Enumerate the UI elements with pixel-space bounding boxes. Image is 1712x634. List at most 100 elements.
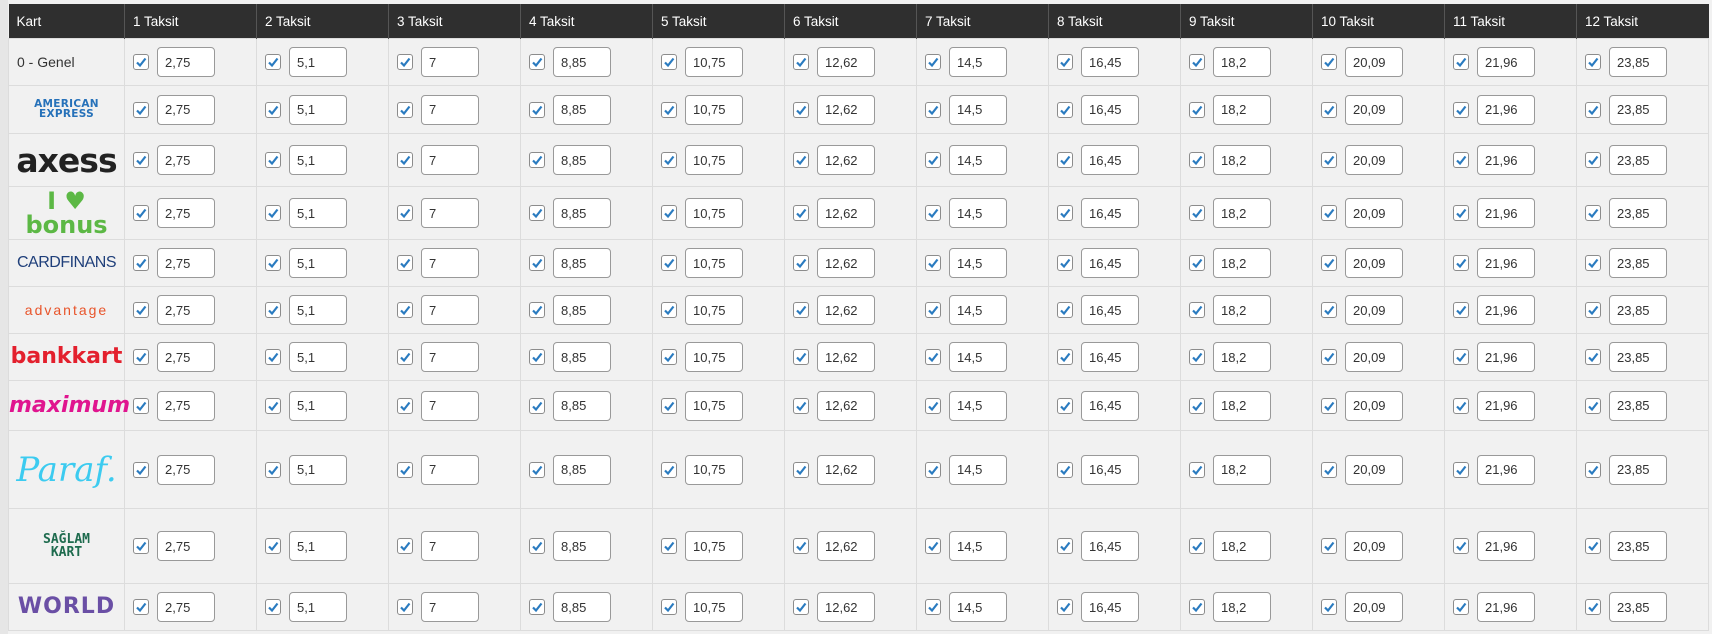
taksit-enabled-checkbox[interactable]: [793, 152, 809, 168]
taksit-rate-input[interactable]: 16,45: [1081, 454, 1139, 485]
taksit-rate-input[interactable]: 10,75: [685, 47, 743, 77]
taksit-rate-input[interactable]: 5,1: [289, 145, 347, 175]
taksit-enabled-checkbox[interactable]: [661, 397, 677, 414]
taksit-enabled-checkbox[interactable]: [1057, 152, 1073, 168]
taksit-enabled-checkbox[interactable]: [661, 349, 677, 365]
taksit-rate-input[interactable]: 7: [421, 531, 479, 561]
taksit-enabled-checkbox[interactable]: [1189, 101, 1205, 118]
taksit-enabled-checkbox[interactable]: [265, 538, 281, 554]
taksit-enabled-checkbox[interactable]: [529, 101, 545, 118]
taksit-enabled-checkbox[interactable]: [529, 255, 545, 271]
taksit-enabled-checkbox[interactable]: [1321, 255, 1337, 271]
taksit-rate-input[interactable]: 5,1: [289, 342, 347, 372]
taksit-enabled-checkbox[interactable]: [1189, 461, 1205, 478]
taksit-rate-input[interactable]: 2,75: [157, 390, 215, 421]
taksit-rate-input[interactable]: 12,62: [817, 47, 875, 77]
taksit-rate-input[interactable]: 5,1: [289, 248, 347, 278]
taksit-enabled-checkbox[interactable]: [1453, 255, 1469, 271]
taksit-enabled-checkbox[interactable]: [529, 538, 545, 554]
taksit-enabled-checkbox[interactable]: [1189, 54, 1205, 70]
taksit-enabled-checkbox[interactable]: [1321, 101, 1337, 118]
taksit-enabled-checkbox[interactable]: [1453, 152, 1469, 168]
taksit-rate-input[interactable]: 10,75: [685, 454, 743, 485]
taksit-enabled-checkbox[interactable]: [661, 255, 677, 271]
taksit-enabled-checkbox[interactable]: [661, 101, 677, 118]
taksit-rate-input[interactable]: 12,62: [817, 592, 875, 622]
taksit-enabled-checkbox[interactable]: [661, 538, 677, 554]
taksit-rate-input[interactable]: 21,96: [1477, 145, 1535, 175]
taksit-enabled-checkbox[interactable]: [1321, 397, 1337, 414]
taksit-enabled-checkbox[interactable]: [1189, 397, 1205, 414]
taksit-rate-input[interactable]: 14,5: [949, 531, 1007, 561]
taksit-enabled-checkbox[interactable]: [133, 461, 149, 478]
taksit-rate-input[interactable]: 8,85: [553, 454, 611, 485]
taksit-enabled-checkbox[interactable]: [925, 538, 941, 554]
taksit-rate-input[interactable]: 14,5: [949, 295, 1007, 325]
taksit-enabled-checkbox[interactable]: [1321, 599, 1337, 615]
taksit-enabled-checkbox[interactable]: [793, 302, 809, 318]
taksit-enabled-checkbox[interactable]: [1585, 205, 1601, 221]
taksit-enabled-checkbox[interactable]: [265, 101, 281, 118]
taksit-enabled-checkbox[interactable]: [1321, 54, 1337, 70]
taksit-enabled-checkbox[interactable]: [133, 152, 149, 168]
taksit-rate-input[interactable]: 8,85: [553, 94, 611, 125]
taksit-enabled-checkbox[interactable]: [1057, 54, 1073, 70]
taksit-enabled-checkbox[interactable]: [793, 397, 809, 414]
taksit-enabled-checkbox[interactable]: [793, 538, 809, 554]
taksit-rate-input[interactable]: 8,85: [553, 531, 611, 561]
taksit-rate-input[interactable]: 2,75: [157, 145, 215, 175]
taksit-enabled-checkbox[interactable]: [661, 302, 677, 318]
taksit-enabled-checkbox[interactable]: [529, 349, 545, 365]
taksit-enabled-checkbox[interactable]: [397, 349, 413, 365]
taksit-enabled-checkbox[interactable]: [1321, 302, 1337, 318]
taksit-rate-input[interactable]: 8,85: [553, 248, 611, 278]
taksit-enabled-checkbox[interactable]: [529, 152, 545, 168]
taksit-rate-input[interactable]: 23,85: [1609, 145, 1667, 175]
taksit-rate-input[interactable]: 5,1: [289, 94, 347, 125]
taksit-rate-input[interactable]: 18,2: [1213, 198, 1271, 228]
taksit-rate-input[interactable]: 8,85: [553, 390, 611, 421]
taksit-rate-input[interactable]: 7: [421, 295, 479, 325]
taksit-rate-input[interactable]: 16,45: [1081, 198, 1139, 228]
taksit-rate-input[interactable]: 8,85: [553, 145, 611, 175]
taksit-rate-input[interactable]: 14,5: [949, 145, 1007, 175]
taksit-rate-input[interactable]: 23,85: [1609, 454, 1667, 485]
taksit-rate-input[interactable]: 18,2: [1213, 531, 1271, 561]
taksit-rate-input[interactable]: 2,75: [157, 531, 215, 561]
taksit-enabled-checkbox[interactable]: [529, 599, 545, 615]
taksit-enabled-checkbox[interactable]: [1453, 54, 1469, 70]
taksit-enabled-checkbox[interactable]: [793, 255, 809, 271]
taksit-rate-input[interactable]: 18,2: [1213, 454, 1271, 485]
taksit-rate-input[interactable]: 18,2: [1213, 295, 1271, 325]
taksit-rate-input[interactable]: 21,96: [1477, 295, 1535, 325]
taksit-rate-input[interactable]: 7: [421, 342, 479, 372]
taksit-enabled-checkbox[interactable]: [1189, 599, 1205, 615]
taksit-enabled-checkbox[interactable]: [265, 397, 281, 414]
taksit-rate-input[interactable]: 20,09: [1345, 454, 1403, 485]
taksit-rate-input[interactable]: 18,2: [1213, 592, 1271, 622]
taksit-enabled-checkbox[interactable]: [661, 152, 677, 168]
taksit-enabled-checkbox[interactable]: [1189, 302, 1205, 318]
taksit-rate-input[interactable]: 16,45: [1081, 248, 1139, 278]
taksit-enabled-checkbox[interactable]: [265, 54, 281, 70]
taksit-enabled-checkbox[interactable]: [1321, 538, 1337, 554]
taksit-rate-input[interactable]: 20,09: [1345, 198, 1403, 228]
taksit-enabled-checkbox[interactable]: [1585, 152, 1601, 168]
taksit-rate-input[interactable]: 18,2: [1213, 342, 1271, 372]
taksit-enabled-checkbox[interactable]: [793, 599, 809, 615]
taksit-enabled-checkbox[interactable]: [793, 461, 809, 478]
taksit-enabled-checkbox[interactable]: [397, 152, 413, 168]
taksit-rate-input[interactable]: 21,96: [1477, 47, 1535, 77]
taksit-enabled-checkbox[interactable]: [133, 349, 149, 365]
taksit-rate-input[interactable]: 12,62: [817, 248, 875, 278]
taksit-enabled-checkbox[interactable]: [1057, 255, 1073, 271]
taksit-enabled-checkbox[interactable]: [793, 54, 809, 70]
taksit-rate-input[interactable]: 12,62: [817, 531, 875, 561]
taksit-enabled-checkbox[interactable]: [1057, 599, 1073, 615]
taksit-rate-input[interactable]: 14,5: [949, 390, 1007, 421]
taksit-enabled-checkbox[interactable]: [1057, 397, 1073, 414]
taksit-enabled-checkbox[interactable]: [661, 599, 677, 615]
taksit-rate-input[interactable]: 18,2: [1213, 47, 1271, 77]
taksit-enabled-checkbox[interactable]: [529, 397, 545, 414]
taksit-enabled-checkbox[interactable]: [661, 54, 677, 70]
